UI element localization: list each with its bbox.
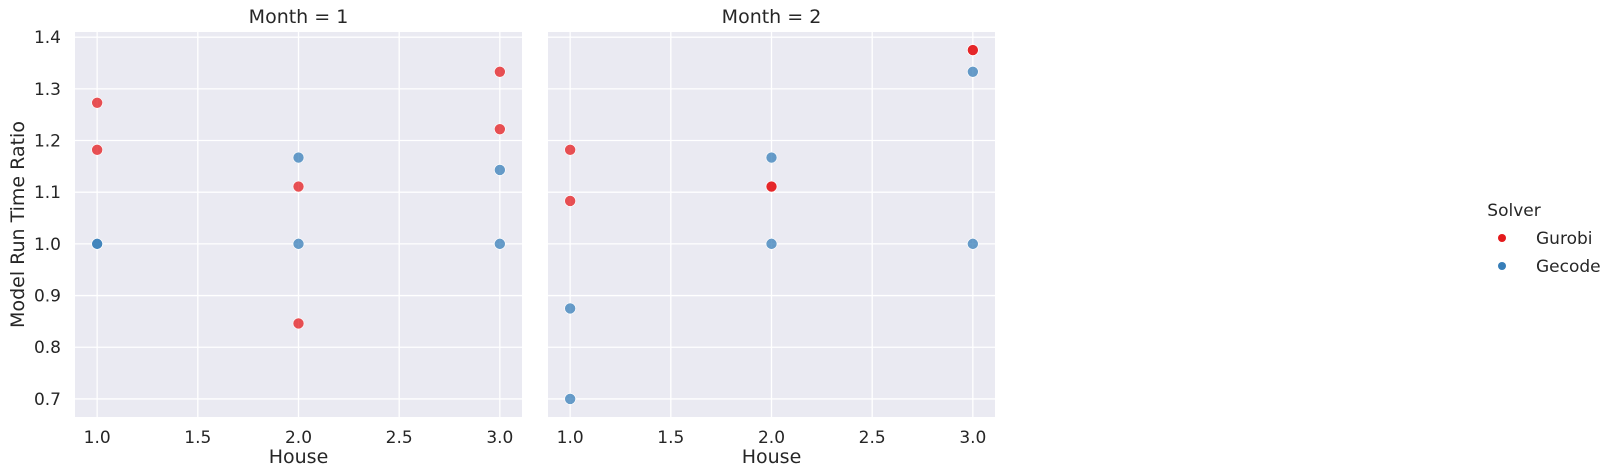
legend-marker-gurobi	[1498, 234, 1506, 242]
x-tick-label: 1.0	[84, 428, 111, 448]
x-tick-label: 3.0	[486, 428, 513, 448]
data-point-gurobi	[494, 123, 506, 135]
x-tick-label: 2.0	[285, 428, 312, 448]
x-tick-label: 2.5	[859, 428, 886, 448]
x-axis-label: House	[269, 446, 329, 468]
data-point-gecode	[765, 151, 778, 164]
y-tick-label: 1.4	[34, 28, 61, 48]
data-point-gecode	[292, 151, 305, 164]
x-axis-label: House	[742, 446, 802, 468]
data-point-gurobi	[765, 180, 778, 193]
panel-title: Month = 2	[722, 6, 822, 28]
data-point-gecode	[967, 65, 979, 78]
data-point-gecode	[91, 238, 103, 250]
x-tick-label: 2.5	[386, 428, 413, 448]
legend: Solver Gurobi Gecode	[1487, 201, 1600, 277]
data-point-gecode	[564, 302, 576, 315]
facet-panel-month-2: 1.0 1.5 2.0 2.5 3.0 Month = 2 House	[548, 6, 995, 468]
data-point-gurobi	[91, 96, 103, 109]
y-tick-label: 1.2	[34, 132, 61, 152]
legend-marker-gecode	[1498, 262, 1506, 270]
x-tick-label: 1.5	[657, 428, 684, 448]
data-point-gecode	[292, 238, 305, 250]
data-point-gecode	[564, 393, 576, 405]
data-point-gurobi	[564, 144, 576, 156]
data-point-gurobi	[564, 195, 576, 207]
data-point-gecode	[494, 238, 506, 250]
legend-label-gecode: Gecode	[1536, 257, 1601, 277]
y-tick-label: 1.3	[34, 80, 61, 100]
data-point-gurobi	[494, 65, 506, 78]
data-point-gurobi	[967, 44, 979, 56]
x-tick-label: 2.0	[758, 428, 785, 448]
x-tick-label: 1.5	[184, 428, 211, 448]
data-point-gecode	[494, 164, 506, 176]
data-point-gecode	[765, 238, 778, 250]
facet-panel-month-1: 1.0 1.5 2.0 2.5 3.0 0.7 0.8 0.9 1.0 1.1 1.2 1.3 1.4 M…	[7, 6, 522, 468]
y-axis-label: Model Run Time Ratio	[7, 121, 29, 328]
y-tick-label: 1.0	[34, 235, 61, 255]
data-point-gurobi	[292, 317, 305, 330]
legend-title: Solver	[1487, 201, 1540, 221]
panel-title: Month = 1	[249, 6, 349, 28]
y-tick-label: 0.9	[34, 287, 61, 307]
legend-label-gurobi: Gurobi	[1536, 229, 1592, 249]
data-point-gurobi	[91, 144, 103, 156]
y-tick-label: 0.8	[34, 338, 61, 358]
x-tick-label: 1.0	[557, 428, 584, 448]
x-tick-label: 3.0	[959, 428, 986, 448]
data-point-gurobi	[292, 180, 305, 193]
y-tick-label: 1.1	[34, 183, 61, 203]
y-tick-label: 0.7	[34, 390, 61, 410]
data-point-gecode	[967, 238, 979, 250]
